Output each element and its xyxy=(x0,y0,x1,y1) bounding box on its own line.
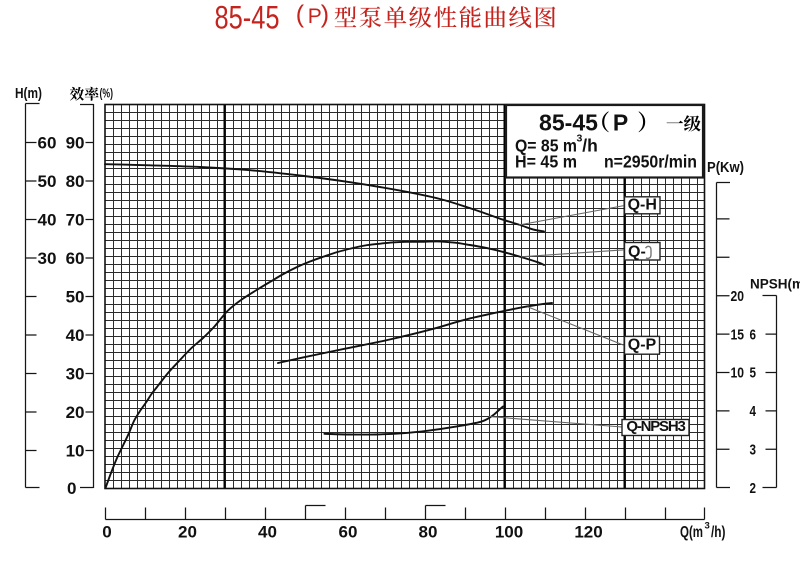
svg-text:80: 80 xyxy=(66,172,85,191)
svg-text:P: P xyxy=(613,110,628,136)
svg-text:(%): (%) xyxy=(100,87,114,101)
svg-text:6: 6 xyxy=(750,327,757,343)
svg-text:H= 45 m: H= 45 m xyxy=(515,152,577,172)
svg-text:P: P xyxy=(308,5,322,28)
svg-text:Q= 85 m: Q= 85 m xyxy=(515,136,577,156)
svg-text:/h): /h) xyxy=(711,524,726,541)
svg-text:40: 40 xyxy=(258,523,277,542)
svg-text:3: 3 xyxy=(577,133,583,145)
svg-text:10: 10 xyxy=(731,366,745,382)
svg-text:2: 2 xyxy=(750,481,757,497)
svg-text:(: ( xyxy=(296,1,305,29)
svg-text:0: 0 xyxy=(67,479,76,498)
svg-text:15: 15 xyxy=(731,327,745,343)
svg-text:90: 90 xyxy=(66,134,85,153)
svg-text:120: 120 xyxy=(574,523,602,542)
svg-text:): ) xyxy=(321,1,329,29)
svg-text:/h: /h xyxy=(582,136,598,156)
svg-text:Q-H: Q-H xyxy=(628,196,657,213)
svg-text:70: 70 xyxy=(66,211,85,230)
svg-text:20: 20 xyxy=(731,289,745,305)
svg-text:Q-P: Q-P xyxy=(628,337,657,354)
svg-text:30: 30 xyxy=(38,249,57,268)
svg-text:3: 3 xyxy=(705,521,710,532)
svg-text:80: 80 xyxy=(419,523,438,542)
svg-text:60: 60 xyxy=(339,523,358,542)
svg-text:5: 5 xyxy=(750,366,757,382)
svg-text:60: 60 xyxy=(66,249,85,268)
svg-text:10: 10 xyxy=(66,442,85,461)
svg-text:3: 3 xyxy=(750,443,757,459)
svg-text:20: 20 xyxy=(178,523,197,542)
svg-text:100: 100 xyxy=(495,523,523,542)
svg-text:4: 4 xyxy=(750,404,757,420)
svg-text:60: 60 xyxy=(38,134,57,153)
svg-text:H(m): H(m) xyxy=(15,85,42,102)
svg-text:40: 40 xyxy=(66,326,85,345)
svg-text:n=2950r/min: n=2950r/min xyxy=(604,152,697,172)
svg-text:85-45: 85-45 xyxy=(215,0,280,36)
svg-text:50: 50 xyxy=(66,288,85,307)
svg-text:P(Kw): P(Kw) xyxy=(707,160,744,176)
svg-text:Q-: Q- xyxy=(628,244,646,261)
svg-text:85-45: 85-45 xyxy=(539,110,598,136)
svg-text:30: 30 xyxy=(66,365,85,384)
svg-text:Q-NPSH3: Q-NPSH3 xyxy=(626,418,685,435)
svg-text:0: 0 xyxy=(102,523,111,542)
svg-text:NPSH(m): NPSH(m) xyxy=(750,277,800,292)
svg-text:20: 20 xyxy=(66,403,85,422)
svg-text:40: 40 xyxy=(38,211,57,230)
svg-text:50: 50 xyxy=(38,172,57,191)
svg-text:Q(m: Q(m xyxy=(680,524,703,541)
